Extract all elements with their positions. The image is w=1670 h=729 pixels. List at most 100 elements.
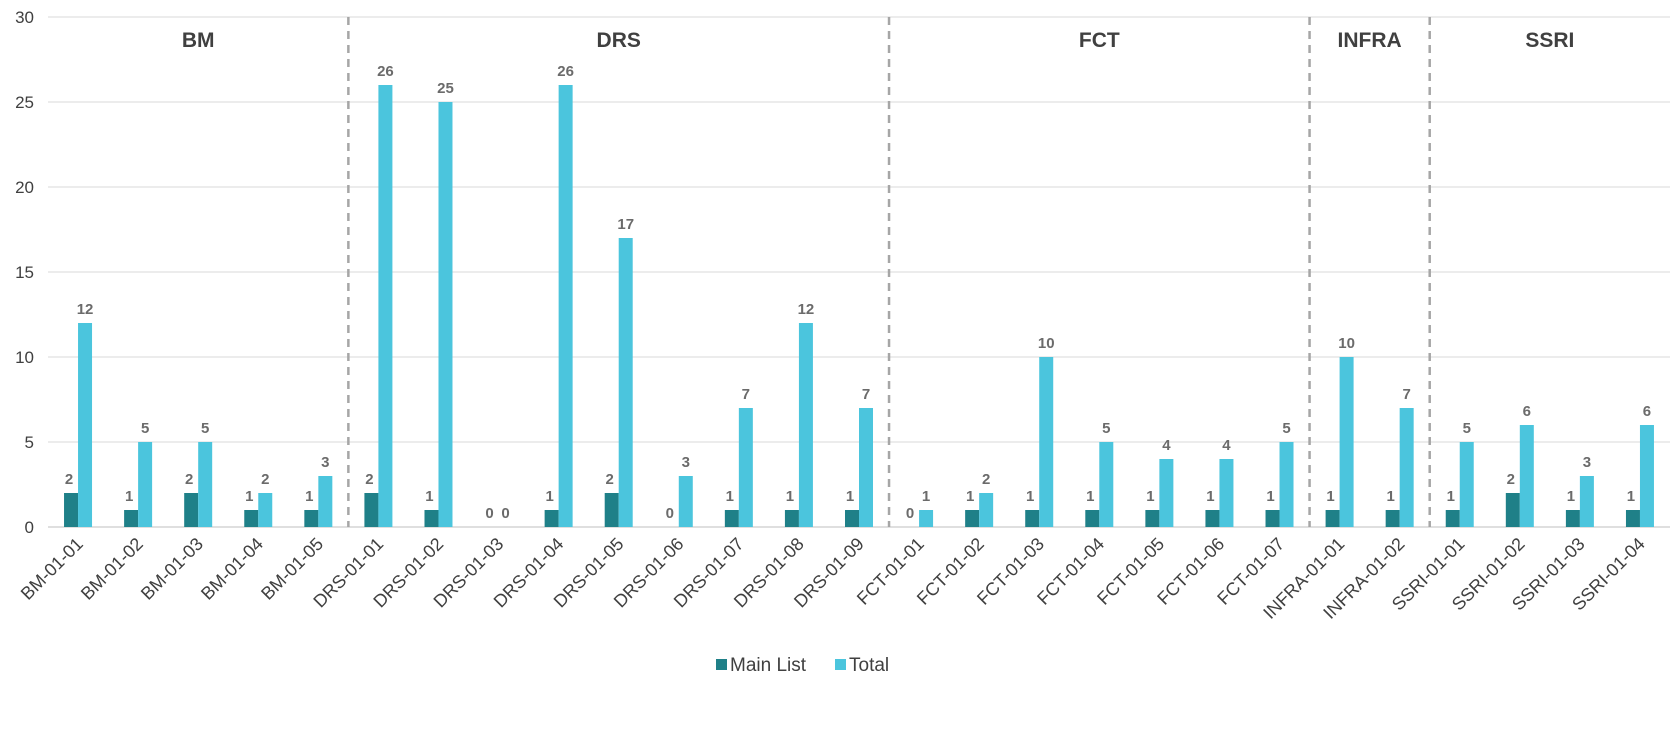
data-label: 1: [1326, 488, 1334, 505]
data-label: 25: [437, 80, 454, 97]
y-tick-label: 15: [15, 263, 34, 282]
data-label: 1: [305, 488, 313, 505]
bar-main-list: [184, 493, 199, 527]
bar-total: [1159, 459, 1174, 527]
bar-total: [1099, 442, 1114, 527]
bar-main-list: [1205, 510, 1220, 527]
group-label-infra: INFRA: [1338, 29, 1402, 52]
data-label: 4: [1162, 437, 1171, 454]
bar-total: [318, 476, 333, 527]
bar-main-list: [1145, 510, 1160, 527]
y-tick-label: 5: [25, 433, 34, 452]
data-label: 0: [666, 505, 674, 522]
y-tick-label: 20: [15, 178, 34, 197]
bar-main-list: [1385, 510, 1400, 527]
bar-main-list: [304, 510, 319, 527]
data-label: 17: [617, 216, 634, 233]
bar-total: [738, 408, 753, 527]
data-label: 12: [77, 301, 94, 318]
bar-total: [1399, 408, 1414, 527]
data-label: 1: [726, 488, 734, 505]
bar-total: [859, 408, 873, 527]
x-tick-label: BM-01-01: [17, 534, 87, 604]
bar-main-list: [1265, 510, 1280, 527]
bar-main-list: [124, 510, 139, 527]
y-tick-label: 30: [15, 8, 34, 27]
bar-total: [1459, 442, 1474, 527]
bar-main-list: [1085, 510, 1100, 527]
data-label: 5: [201, 420, 209, 437]
data-label: 12: [798, 301, 815, 318]
data-label: 5: [1102, 420, 1110, 437]
data-label: 1: [1026, 488, 1034, 505]
data-label: 5: [1282, 420, 1290, 437]
data-label: 1: [1567, 488, 1575, 505]
bar-total: [1579, 476, 1594, 527]
x-tick-label: BM-01-03: [137, 534, 207, 604]
data-label: 2: [185, 471, 193, 488]
data-label: 3: [1583, 454, 1591, 471]
data-label: 4: [1222, 437, 1231, 454]
data-label: 1: [1146, 488, 1154, 505]
data-label: 0: [501, 505, 509, 522]
data-label: 1: [922, 488, 930, 505]
bar-total: [258, 493, 273, 527]
data-label: 2: [261, 471, 269, 488]
data-label: 1: [1447, 488, 1455, 505]
data-label: 6: [1643, 403, 1651, 420]
bar-total: [138, 442, 153, 527]
x-tick-label: BM-01-02: [77, 534, 147, 604]
data-label: 3: [682, 454, 690, 471]
bar-total: [1639, 425, 1654, 527]
bar-total: [558, 85, 573, 527]
bar-main-list: [1325, 510, 1340, 527]
bar-main-list: [424, 510, 439, 527]
data-label: 1: [1627, 488, 1635, 505]
bar-total: [678, 476, 693, 527]
legend-swatch-main-list: [716, 659, 727, 670]
y-tick-label: 0: [25, 518, 34, 537]
data-label: 7: [1402, 386, 1410, 403]
bar-total: [1519, 425, 1534, 527]
data-label: 10: [1338, 335, 1355, 352]
data-label: 3: [321, 454, 329, 471]
bar-total: [1339, 357, 1354, 527]
bar-total: [1039, 357, 1054, 527]
bar-total: [438, 102, 453, 527]
y-tick-label: 25: [15, 93, 34, 112]
data-label: 7: [742, 386, 750, 403]
bar-main-list: [364, 493, 379, 527]
data-label: 0: [906, 505, 914, 522]
data-label: 1: [245, 488, 253, 505]
data-label: 26: [377, 63, 394, 80]
data-label: 1: [1386, 488, 1394, 505]
data-label: 1: [425, 488, 433, 505]
bar-total: [979, 493, 994, 527]
data-label: 2: [982, 471, 990, 488]
bar-main-list: [1445, 510, 1460, 527]
group-label-fct: FCT: [1079, 29, 1120, 52]
data-label: 1: [846, 488, 854, 505]
data-label: 10: [1038, 335, 1055, 352]
group-label-bm: BM: [182, 29, 215, 52]
data-label: 7: [862, 386, 870, 403]
bar-main-list: [1625, 510, 1640, 527]
data-label: 2: [365, 471, 373, 488]
bar-total: [1279, 442, 1294, 527]
bar-total: [378, 85, 393, 527]
data-label: 5: [141, 420, 149, 437]
data-label: 0: [485, 505, 493, 522]
bar-main-list: [1025, 510, 1040, 527]
data-label: 2: [1507, 471, 1515, 488]
data-label: 6: [1523, 403, 1531, 420]
data-label: 2: [65, 471, 73, 488]
bar-main-list: [1565, 510, 1580, 527]
y-tick-label: 10: [15, 348, 34, 367]
bar-total: [798, 323, 813, 527]
legend-label-main-list: Main List: [730, 655, 807, 676]
data-label: 1: [545, 488, 553, 505]
bar-main-list: [965, 510, 980, 527]
bar-main-list: [544, 510, 559, 527]
